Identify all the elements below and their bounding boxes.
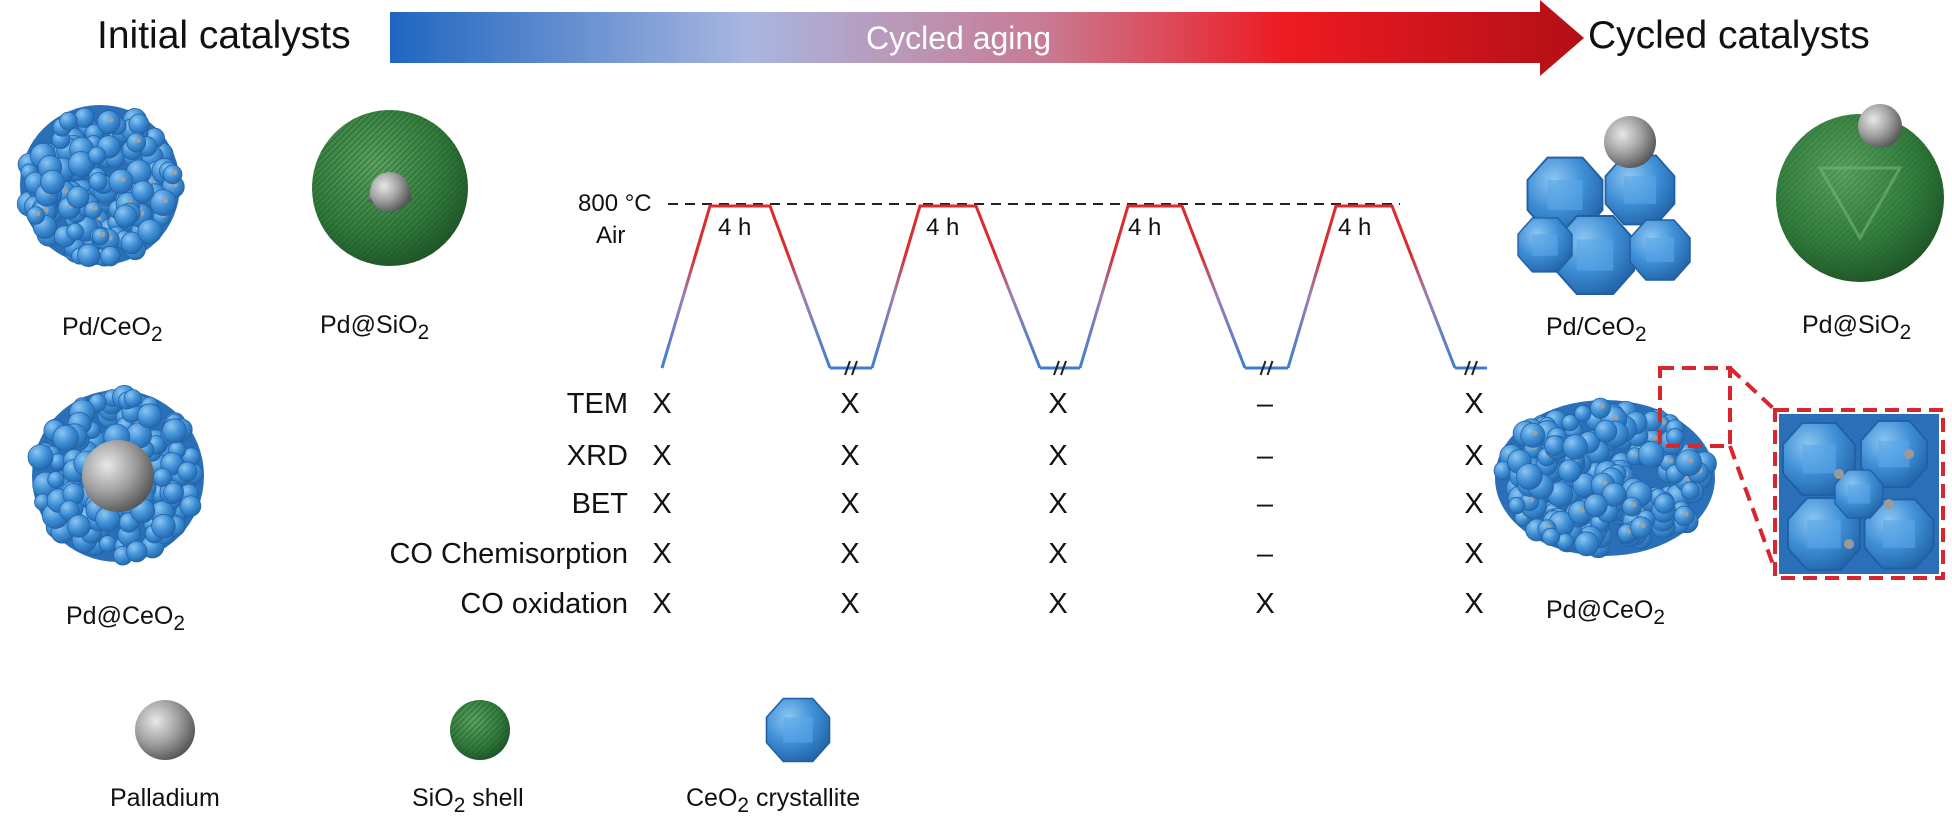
table-mark: X — [652, 440, 672, 472]
table-mark: X — [1048, 440, 1068, 472]
initial-pd-ceo2-label: Pd/CeO2 — [62, 313, 163, 346]
initial-pd-at-ceo2-label: Pd@CeO2 — [66, 602, 185, 635]
table-mark: X — [1464, 588, 1484, 620]
table-mark: X — [840, 538, 860, 570]
sio2-shell-sphere-icon — [450, 700, 510, 760]
cycled-pd-sio2-illustration — [1776, 104, 1944, 282]
cycled-pd-at-ceo2-illustration — [1493, 397, 1717, 559]
ceo2-crystallite-icon — [765, 697, 831, 763]
zoom-inset-illustration — [1779, 414, 1939, 574]
cycled-pd-ceo2-label: Pd/CeO2 — [1546, 313, 1647, 346]
table-row-label: XRD — [566, 440, 628, 472]
table-mark: X — [840, 388, 860, 420]
table-mark: X — [1048, 588, 1068, 620]
temperature-label: 800 °C — [578, 190, 652, 217]
legend-palladium-label: Palladium — [110, 784, 220, 812]
table-mark: X — [1255, 588, 1275, 620]
initial-catalysts-heading: Initial catalysts — [97, 14, 351, 57]
temperature-profile — [660, 203, 1487, 376]
hold-label-3: 4 h — [1128, 214, 1162, 241]
cycled-aging-label: Cycled aging — [866, 20, 1051, 56]
cycled-pd-at-ceo2-label: Pd@CeO2 — [1546, 596, 1665, 629]
hold-label-4: 4 h — [1338, 214, 1372, 241]
table-mark: – — [1256, 388, 1274, 420]
table-mark: X — [840, 488, 860, 520]
table-row-label: TEM — [566, 388, 628, 420]
table-mark: X — [652, 388, 672, 420]
table-mark: – — [1256, 538, 1274, 570]
cycled-aging-arrow — [390, 0, 1584, 76]
table-mark: – — [1256, 488, 1274, 520]
table-mark: X — [652, 488, 672, 520]
table-mark: X — [1048, 488, 1068, 520]
initial-pd-ceo2-illustration — [16, 105, 185, 268]
zoom-indicator — [1658, 366, 1945, 580]
palladium-sphere-icon — [135, 700, 195, 760]
table-mark: X — [652, 588, 672, 620]
atmosphere-label: Air — [596, 222, 626, 249]
table-row-label: CO oxidation — [460, 588, 628, 620]
table-mark: X — [1048, 538, 1068, 570]
table-row-label: BET — [571, 488, 628, 520]
cycled-pd-ceo2-illustration — [1517, 116, 1691, 295]
legend-ceo2-crystallite-label: CeO2 crystallite — [686, 784, 861, 817]
cycled-catalysts-heading: Cycled catalysts — [1588, 14, 1870, 57]
hold-label-2: 4 h — [926, 214, 960, 241]
table-mark: X — [840, 440, 860, 472]
table-mark: X — [1464, 488, 1484, 520]
legend-sio2-shell-label: SiO2 shell — [412, 784, 524, 817]
table-mark: X — [1464, 538, 1484, 570]
cycled-pd-sio2-label: Pd@SiO2 — [1802, 311, 1912, 344]
table-row-label: CO Chemisorption — [389, 538, 628, 570]
hold-label-1: 4 h — [718, 214, 752, 241]
table-mark: X — [652, 538, 672, 570]
table-mark: – — [1256, 440, 1274, 472]
initial-pd-at-ceo2-illustration — [27, 384, 204, 566]
table-mark: X — [1464, 440, 1484, 472]
initial-pd-sio2-illustration — [312, 110, 468, 266]
initial-pd-sio2-label: Pd@SiO2 — [320, 311, 430, 344]
table-mark: X — [840, 588, 860, 620]
table-mark: X — [1464, 388, 1484, 420]
table-mark: X — [1048, 388, 1068, 420]
